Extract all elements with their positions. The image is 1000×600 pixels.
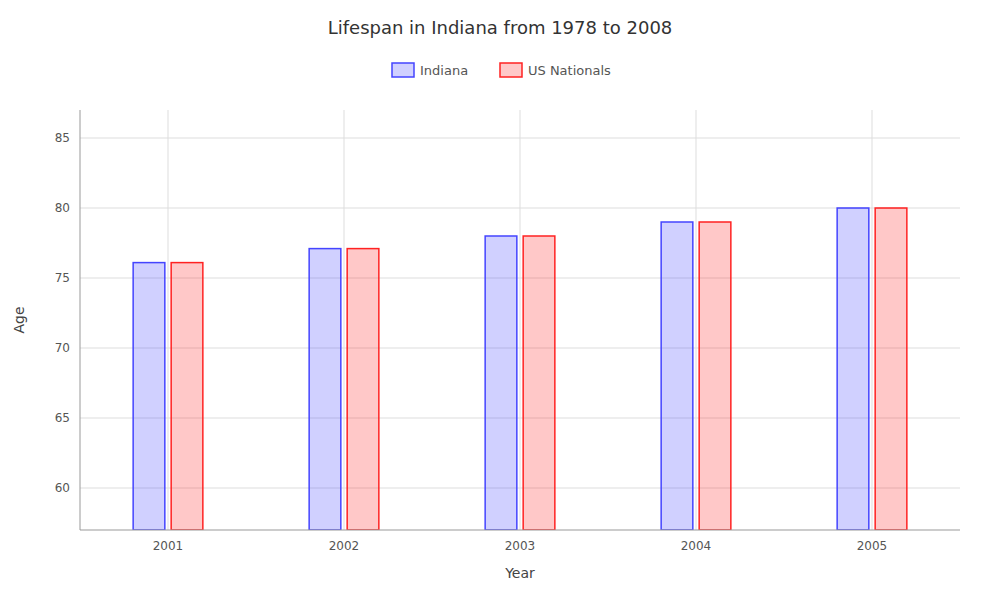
x-tick-label: 2004 (681, 539, 712, 553)
bar (661, 222, 693, 530)
chart: 60 65 70 75 80 85 2001 2002 2003 2004 2005 Lifespan… (0, 0, 1000, 600)
x-tick-label: 2001 (153, 539, 184, 553)
x-axis-label: Year (504, 565, 535, 581)
legend-swatch (500, 63, 522, 77)
bar (347, 249, 379, 530)
y-tick-label: 85 (55, 131, 70, 145)
legend-swatch (392, 63, 414, 77)
bar (837, 208, 869, 530)
chart-container: 60 65 70 75 80 85 2001 2002 2003 2004 2005 Lifespan… (0, 0, 1000, 600)
x-grid-line (696, 110, 697, 530)
x-tick-label: 2005 (857, 539, 888, 553)
grid (80, 110, 960, 530)
x-grid-line (344, 110, 345, 530)
x-grid-line (168, 110, 169, 530)
y-axis-line (80, 110, 81, 530)
bar (309, 249, 341, 530)
x-tick-label: 2002 (329, 539, 360, 553)
legend: Indiana US Nationals (392, 63, 611, 78)
x-tick-label: 2003 (505, 539, 536, 553)
bar (171, 263, 203, 530)
x-grid-line (872, 110, 873, 530)
y-tick-label: 75 (55, 271, 70, 285)
y-tick-label: 70 (55, 341, 70, 355)
bar (523, 236, 555, 530)
bar (485, 236, 517, 530)
bars (133, 208, 907, 530)
bar (699, 222, 731, 530)
legend-label: Indiana (420, 63, 468, 78)
y-tick-label: 80 (55, 201, 70, 215)
x-grid-line (520, 110, 521, 530)
bar (875, 208, 907, 530)
y-axis-label: Age (11, 306, 27, 333)
x-axis-line (80, 530, 960, 531)
y-tick-label: 60 (55, 481, 70, 495)
title: Lifespan in Indiana from 1978 to 2008 (328, 17, 673, 38)
y-tick-label: 65 (55, 411, 70, 425)
legend-label: US Nationals (528, 63, 611, 78)
bar (133, 263, 165, 530)
